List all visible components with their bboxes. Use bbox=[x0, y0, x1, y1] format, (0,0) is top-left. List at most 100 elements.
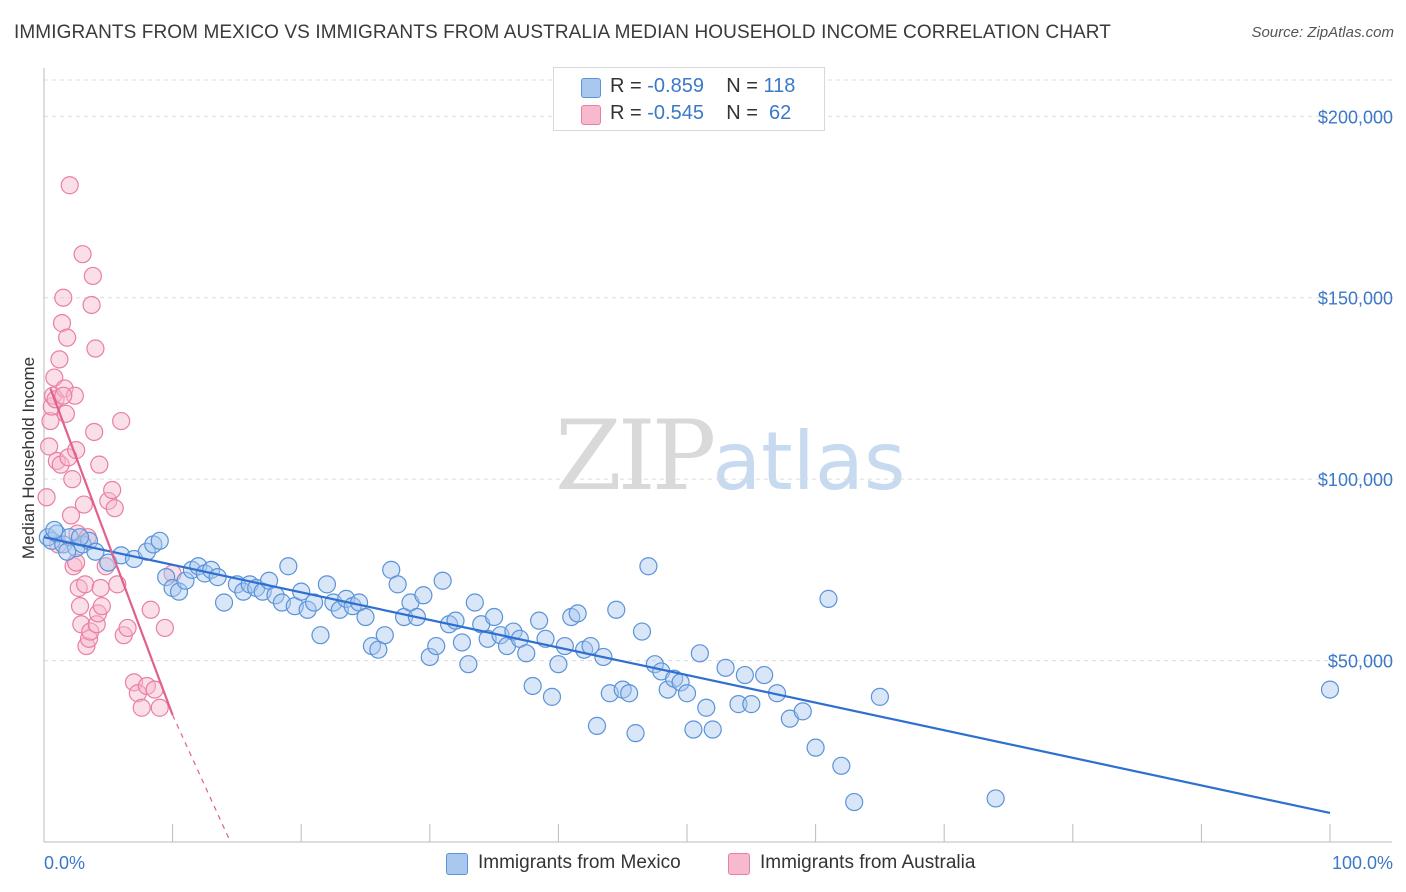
point-mexico bbox=[452, 633, 472, 652]
point-australia bbox=[118, 618, 137, 638]
point-mexico bbox=[208, 568, 227, 587]
trend-line-mexico bbox=[43, 536, 1331, 815]
point-mexico bbox=[420, 647, 439, 667]
point-mexico bbox=[607, 600, 626, 619]
point-mexico bbox=[555, 636, 574, 656]
point-mexico bbox=[279, 557, 298, 576]
x-tick-label: 100.0% bbox=[1332, 853, 1393, 873]
point-australia bbox=[51, 455, 70, 474]
point-mexico bbox=[485, 607, 504, 627]
point-australia bbox=[83, 266, 102, 286]
legend-r-value-australia: -0.545 bbox=[647, 102, 704, 124]
point-mexico bbox=[819, 589, 838, 608]
bottom-legend-label-australia: Immigrants from Australia bbox=[760, 852, 976, 873]
point-mexico bbox=[356, 607, 375, 627]
point-australia bbox=[112, 411, 131, 431]
point-mexico bbox=[465, 593, 484, 612]
point-mexico bbox=[169, 582, 189, 601]
point-mexico bbox=[684, 720, 703, 739]
point-mexico bbox=[414, 586, 433, 605]
point-australia bbox=[50, 350, 69, 369]
point-mexico bbox=[542, 687, 562, 706]
point-australia bbox=[99, 491, 118, 511]
trend-lines bbox=[43, 388, 1331, 843]
point-mexico bbox=[806, 738, 825, 757]
point-australia bbox=[132, 698, 151, 717]
y-tick-label: $50,000 bbox=[1328, 652, 1393, 672]
legend-r-label: R = bbox=[610, 75, 642, 97]
axes bbox=[43, 68, 1392, 843]
point-australia bbox=[40, 437, 59, 456]
legend-swatch-mexico bbox=[581, 78, 601, 98]
legend-n-label: N = bbox=[726, 102, 758, 124]
point-australia bbox=[58, 328, 77, 347]
point-australia bbox=[61, 506, 81, 525]
point-mexico bbox=[832, 756, 851, 775]
point-australia bbox=[141, 600, 160, 619]
watermark-zip: ZIP bbox=[555, 400, 716, 512]
series-australia bbox=[37, 176, 182, 717]
point-mexico bbox=[697, 698, 716, 717]
point-mexico bbox=[517, 644, 536, 663]
chart-title: IMMIGRANTS FROM MEXICO VS IMMIGRANTS FRO… bbox=[14, 22, 1111, 43]
point-australia bbox=[77, 636, 96, 656]
point-australia bbox=[85, 422, 104, 442]
point-mexico bbox=[459, 655, 478, 674]
bottom-legend-label-mexico: Immigrants from Mexico bbox=[478, 852, 681, 873]
point-mexico bbox=[620, 684, 639, 703]
point-mexico bbox=[677, 684, 697, 703]
point-mexico bbox=[568, 604, 587, 623]
trend-line-australia bbox=[49, 388, 174, 716]
chart-source: Source: ZipAtlas.com bbox=[1251, 24, 1394, 41]
point-mexico bbox=[870, 687, 890, 706]
point-mexico bbox=[703, 720, 722, 739]
trend-line-australia-extension bbox=[172, 714, 232, 843]
point-mexico bbox=[587, 716, 607, 735]
point-mexico bbox=[845, 792, 864, 812]
point-mexico bbox=[639, 557, 658, 576]
x-tick-label: 0.0% bbox=[44, 853, 85, 873]
point-mexico bbox=[690, 644, 709, 663]
point-australia bbox=[81, 622, 100, 641]
point-australia bbox=[41, 411, 60, 431]
point-mexico bbox=[549, 655, 568, 674]
point-australia bbox=[86, 339, 105, 358]
y-tick-label: $200,000 bbox=[1318, 107, 1393, 127]
y-tick-label: $100,000 bbox=[1318, 470, 1393, 490]
legend-n-value-mexico: 118 bbox=[763, 75, 796, 97]
grid-lines bbox=[44, 79, 1392, 662]
legend-swatch-australia bbox=[581, 105, 601, 125]
point-australia bbox=[63, 470, 82, 489]
point-australia bbox=[90, 455, 109, 474]
point-australia bbox=[105, 499, 124, 518]
point-mexico bbox=[176, 571, 195, 590]
point-australia bbox=[55, 379, 74, 398]
series-mexico bbox=[38, 520, 1340, 812]
point-mexico bbox=[157, 568, 176, 587]
point-mexico bbox=[311, 626, 330, 645]
point-mexico bbox=[530, 611, 549, 630]
point-australia bbox=[155, 618, 174, 638]
legend-n-value-australia: 62 bbox=[763, 102, 792, 124]
legend-r-value-mexico: -0.859 bbox=[647, 75, 704, 97]
point-mexico bbox=[1320, 680, 1340, 699]
bottom-legend-swatch-australia bbox=[728, 853, 750, 875]
watermark-atlas: atlas bbox=[712, 415, 906, 508]
point-australia bbox=[54, 288, 73, 307]
point-mexico bbox=[626, 724, 645, 743]
legend-row-mexico: R = -0.859 N = 118 bbox=[554, 74, 824, 100]
tick-labels: $50,000 $100,000 $150,000 $200,000 0.0% 100.0… bbox=[44, 107, 1393, 873]
point-mexico bbox=[716, 658, 735, 677]
point-australia bbox=[79, 629, 99, 648]
point-mexico bbox=[427, 636, 446, 656]
point-australia bbox=[60, 176, 79, 195]
point-australia bbox=[91, 578, 110, 598]
legend-r-label: R = bbox=[610, 102, 642, 124]
point-mexico bbox=[298, 600, 317, 619]
legend: R = -0.859 N = 118 R = -0.545 N = 62 bbox=[553, 67, 825, 131]
point-mexico bbox=[58, 542, 77, 561]
y-axis-label: Median Household Income bbox=[19, 357, 38, 559]
point-mexico bbox=[523, 676, 542, 696]
y-tick-label: $150,000 bbox=[1318, 289, 1393, 309]
